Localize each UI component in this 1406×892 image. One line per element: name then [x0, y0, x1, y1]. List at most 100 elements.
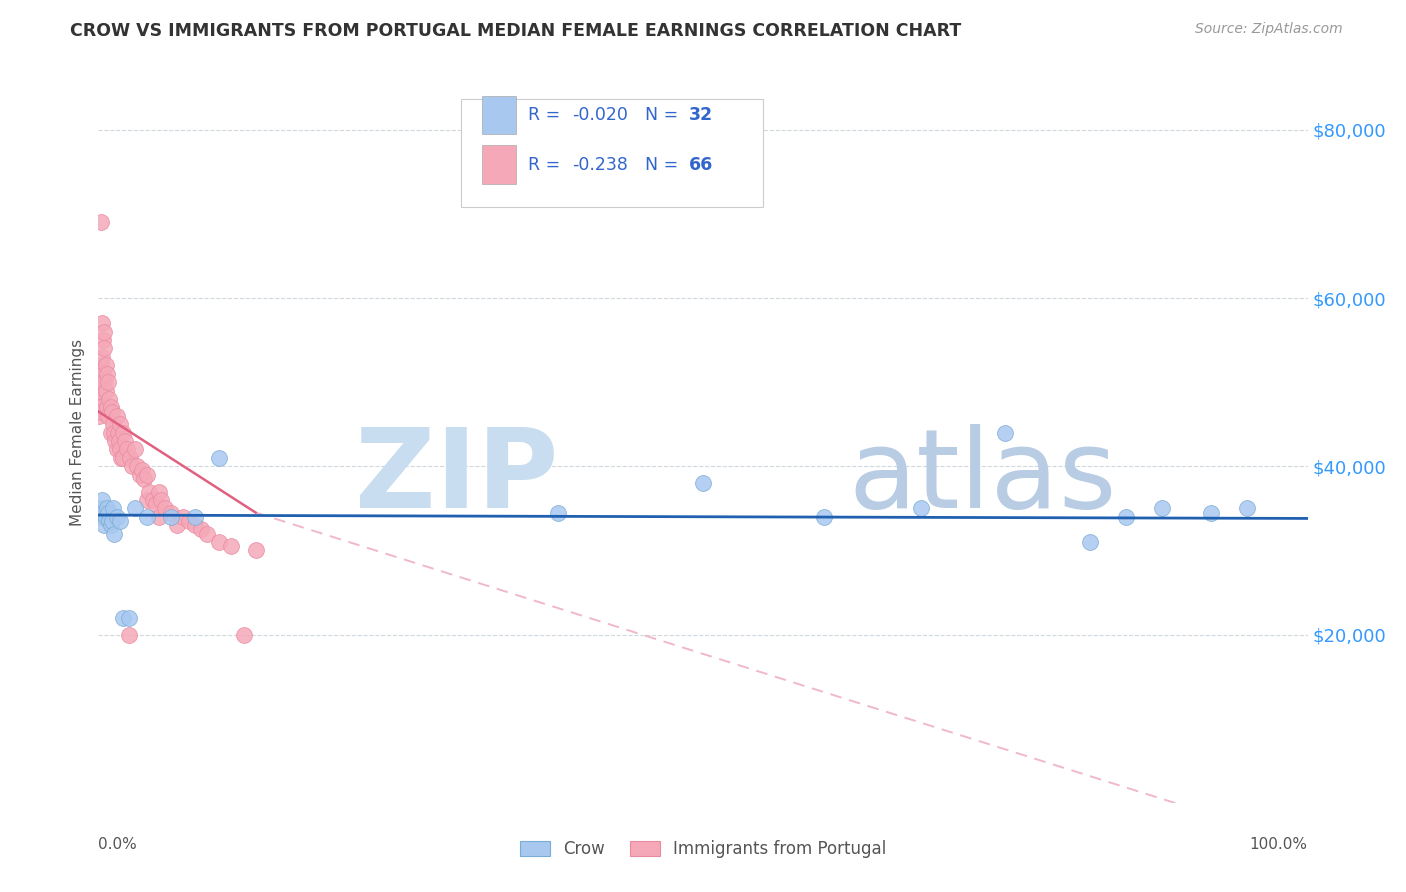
Point — [100, 425, 122, 440]
Point — [96, 401, 118, 415]
Point — [111, 425, 134, 440]
Point — [108, 417, 131, 432]
Point — [103, 425, 125, 440]
Point — [135, 509, 157, 524]
Text: ZIP: ZIP — [354, 424, 558, 531]
Point — [105, 442, 128, 457]
Point — [90, 501, 112, 516]
Point — [89, 375, 111, 389]
FancyBboxPatch shape — [461, 99, 763, 207]
Point — [172, 509, 194, 524]
Point — [111, 450, 134, 465]
Point — [91, 350, 114, 364]
Point — [118, 450, 141, 465]
Point — [184, 509, 207, 524]
Bar — [482, 145, 516, 184]
Point — [547, 506, 569, 520]
Point — [97, 375, 120, 389]
Text: -0.238: -0.238 — [572, 155, 628, 174]
Text: 32: 32 — [689, 106, 713, 124]
Point — [90, 215, 112, 229]
Point — [93, 375, 115, 389]
Point — [145, 497, 167, 511]
Point — [124, 501, 146, 516]
Point — [94, 359, 117, 373]
Point — [190, 522, 212, 536]
Point — [148, 509, 170, 524]
Point — [89, 509, 111, 524]
Point — [101, 417, 124, 432]
Point — [127, 459, 149, 474]
Point — [153, 501, 176, 516]
Point — [142, 492, 165, 507]
Point — [108, 514, 131, 528]
Bar — [482, 95, 516, 135]
Text: 66: 66 — [689, 155, 713, 174]
Point — [114, 434, 136, 448]
Point — [89, 392, 111, 406]
Point — [98, 514, 121, 528]
Point — [90, 359, 112, 373]
Point — [195, 526, 218, 541]
Point — [1236, 501, 1258, 516]
Point — [94, 384, 117, 398]
Point — [97, 409, 120, 423]
Point — [105, 409, 128, 423]
Point — [110, 450, 132, 465]
Point — [121, 459, 143, 474]
Point — [232, 627, 254, 641]
Text: R =: R = — [527, 106, 565, 124]
Point — [91, 367, 114, 381]
Point — [138, 484, 160, 499]
Point — [160, 509, 183, 524]
Point — [208, 535, 231, 549]
Point — [97, 506, 120, 520]
Text: N =: N = — [645, 106, 683, 124]
Text: 100.0%: 100.0% — [1250, 837, 1308, 852]
Point — [91, 506, 114, 520]
Point — [150, 492, 173, 507]
Point — [208, 450, 231, 465]
Point — [108, 442, 131, 457]
Point — [93, 325, 115, 339]
Text: N =: N = — [645, 155, 683, 174]
Point — [994, 425, 1017, 440]
Text: R =: R = — [527, 155, 565, 174]
Point — [93, 342, 115, 356]
Point — [118, 627, 141, 641]
Text: CROW VS IMMIGRANTS FROM PORTUGAL MEDIAN FEMALE EARNINGS CORRELATION CHART: CROW VS IMMIGRANTS FROM PORTUGAL MEDIAN … — [70, 22, 962, 40]
Text: -0.020: -0.020 — [572, 106, 628, 124]
Point — [101, 501, 124, 516]
Point — [117, 442, 139, 457]
Point — [245, 543, 267, 558]
Point — [135, 492, 157, 507]
Point — [160, 506, 183, 520]
Point — [104, 434, 127, 448]
Point — [910, 501, 932, 516]
Point — [111, 610, 134, 624]
Point — [100, 404, 122, 418]
Point — [89, 409, 111, 423]
Point — [813, 509, 835, 524]
Point — [134, 472, 156, 486]
Point — [131, 463, 153, 477]
Point — [89, 384, 111, 398]
Point — [100, 518, 122, 533]
Point — [135, 467, 157, 482]
Point — [1115, 509, 1137, 524]
Point — [98, 392, 121, 406]
Point — [128, 467, 150, 482]
Point — [96, 367, 118, 381]
Point — [90, 401, 112, 415]
Point — [91, 492, 114, 507]
Point — [94, 509, 117, 524]
Point — [107, 425, 129, 440]
Point — [118, 610, 141, 624]
Point — [91, 333, 114, 347]
Point — [1152, 501, 1174, 516]
Text: Source: ZipAtlas.com: Source: ZipAtlas.com — [1195, 22, 1343, 37]
Point — [105, 509, 128, 524]
Point — [103, 526, 125, 541]
Point — [93, 518, 115, 533]
Point — [1199, 506, 1222, 520]
